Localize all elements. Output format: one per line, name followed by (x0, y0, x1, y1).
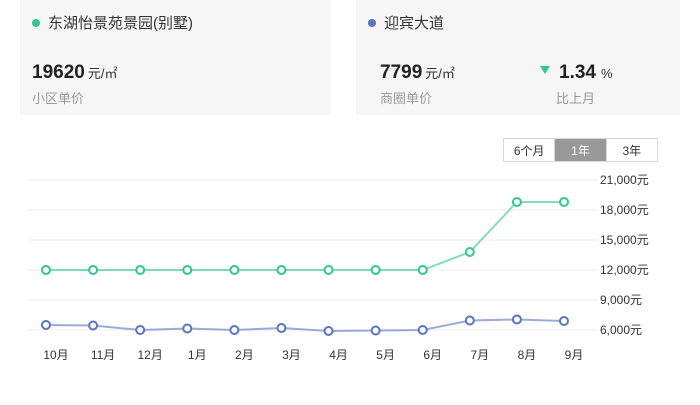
district-price-label: 商圈单价 (380, 91, 433, 106)
series-0-point[interactable] (135, 265, 146, 275)
series-1-point[interactable] (370, 325, 381, 336)
y-tick-label: 6,000元 (600, 323, 642, 337)
district-dot-icon (368, 18, 376, 27)
district-price-card: 迎宾大道 7799 元/㎡ 商圈单价 1.34% 比上月 (356, 0, 680, 115)
series-0-point[interactable] (559, 197, 569, 207)
series-1-point[interactable] (417, 325, 428, 335)
down-triangle-icon (540, 66, 550, 74)
community-price: 19620 元/㎡ (32, 62, 117, 84)
x-tick-label: 7月 (470, 348, 489, 362)
x-tick-label: 1月 (188, 348, 207, 362)
district-price: 7799 元/㎡ (380, 62, 455, 84)
community-price-label: 小区单价 (32, 91, 85, 106)
series-1-point[interactable] (559, 316, 569, 326)
y-tick-label: 21,000元 (600, 173, 649, 187)
series-1-point[interactable] (229, 325, 240, 335)
district-name: 迎宾大道 (384, 15, 445, 32)
x-tick-label: 4月 (329, 348, 348, 362)
community-name: 东湖怡景苑景园(别墅) (48, 15, 193, 32)
month-change: 1.34% (540, 62, 613, 84)
series-1-point[interactable] (464, 315, 475, 326)
series-line-0 (46, 201, 564, 271)
tab-6-months[interactable]: 6个月 (504, 139, 556, 161)
community-title: 东湖怡景苑景园(别墅) (32, 12, 193, 33)
series-1-point[interactable] (135, 325, 146, 335)
range-tabs: 6个月 1年 3年 (503, 138, 658, 162)
series-1-point[interactable] (511, 314, 522, 325)
change-unit: % (600, 66, 613, 81)
series-0-point[interactable] (276, 265, 287, 275)
y-tick-label: 12,000元 (600, 263, 649, 277)
district-price-unit: 元/㎡ (425, 66, 455, 81)
x-tick-label: 9月 (565, 348, 584, 362)
series-1-point[interactable] (276, 323, 287, 333)
x-tick-label: 2月 (235, 348, 254, 362)
series-1-point[interactable] (323, 326, 334, 336)
community-price-value: 19620 (32, 62, 85, 83)
series-1-point[interactable] (41, 320, 51, 330)
community-dot-icon (32, 18, 40, 27)
district-title: 迎宾大道 (368, 12, 444, 33)
series-1-point[interactable] (88, 320, 99, 331)
y-tick-label: 15,000元 (600, 233, 649, 247)
series-0-point[interactable] (323, 265, 334, 275)
series-line-1 (45, 318, 565, 333)
y-tick-label: 9,000元 (600, 293, 642, 307)
x-tick-label: 11月 (91, 348, 115, 362)
series-0-point[interactable] (511, 197, 522, 207)
tab-3-years[interactable]: 3年 (622, 143, 642, 158)
x-tick-label: 10月 (43, 348, 68, 362)
change-label: 比上月 (556, 91, 596, 106)
y-tick-label: 18,000元 (600, 203, 649, 217)
series-0-point[interactable] (88, 265, 99, 275)
x-tick-label: 3月 (282, 348, 301, 362)
series-0-point[interactable] (182, 265, 193, 275)
x-tick-label: 5月 (376, 348, 395, 362)
district-price-value: 7799 (380, 62, 423, 83)
change-value: 1.34 (559, 62, 596, 83)
x-tick-label: 8月 (518, 348, 537, 362)
series-0-point[interactable] (229, 265, 240, 275)
series-0-point[interactable] (417, 265, 428, 275)
x-tick-label: 12月 (138, 348, 163, 362)
series-0-point[interactable] (370, 265, 381, 275)
community-price-unit: 元/㎡ (87, 66, 118, 81)
community-price-card: 东湖怡景苑景园(别墅) 19620 元/㎡ 小区单价 (20, 0, 331, 115)
x-tick-label: 6月 (423, 348, 442, 362)
series-0-point[interactable] (464, 247, 475, 257)
series-0-point[interactable] (41, 265, 51, 275)
tab-1-year[interactable]: 1年 (555, 139, 607, 161)
series-1-point[interactable] (182, 323, 193, 334)
